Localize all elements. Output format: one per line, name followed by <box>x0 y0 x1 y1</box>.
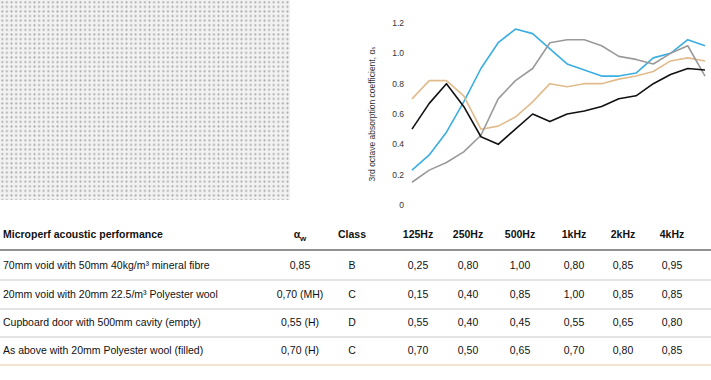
table-cell: 0,85 <box>510 288 531 300</box>
table-header: 250Hz <box>453 228 483 240</box>
table-cell: 0,50 <box>458 344 479 356</box>
page: 3rd octave absorption coefficient, αₛ 0 0.… <box>0 0 711 380</box>
table-cell: 0,95 <box>662 259 683 271</box>
row-rule <box>0 365 711 366</box>
y-tick-label: 0.6 <box>392 109 404 119</box>
series-line <box>412 69 705 145</box>
row-rule <box>0 337 711 338</box>
table-cell: 70mm void with 50mm 40kg/m³ mineral fibr… <box>3 259 210 271</box>
series-line <box>412 29 705 170</box>
table-cell: 0,55 <box>564 316 585 328</box>
table-header: 2kHz <box>611 228 636 240</box>
table-header: αw <box>294 228 307 243</box>
table-cell: 0,65 <box>510 344 531 356</box>
y-tick-label: 1.2 <box>392 18 404 28</box>
table-cell: C <box>348 344 356 356</box>
table-cell: B <box>348 259 355 271</box>
table-cell: 0,40 <box>458 288 479 300</box>
table-cell: 0,70 <box>564 344 585 356</box>
panel-swatch <box>0 0 290 200</box>
series-line <box>412 40 705 183</box>
table-cell: 0,55 <box>408 316 429 328</box>
table-cell: 1,00 <box>510 259 531 271</box>
table-cell: 0,70 <box>408 344 429 356</box>
table-header: Microperf acoustic performance <box>3 228 163 240</box>
table-cell: D <box>348 316 356 328</box>
table-cell: 1,00 <box>564 288 585 300</box>
table-cell: 20mm void with 20mm 22.5/m³ Polyester wo… <box>3 288 218 300</box>
table-cell: 0,15 <box>408 288 429 300</box>
table-header: 125Hz <box>403 228 433 240</box>
table-cell: Cupboard door with 500mm cavity (empty) <box>3 316 201 328</box>
table-header: 500Hz <box>505 228 535 240</box>
y-tick-label: 0.4 <box>392 139 404 149</box>
table-cell: 0,85 <box>613 259 634 271</box>
y-tick-label: 0 <box>399 200 404 210</box>
table-cell: 0,85 <box>290 259 311 271</box>
table-cell: 0,80 <box>613 344 634 356</box>
table-cell: 0,40 <box>458 316 479 328</box>
y-tick-label: 0.2 <box>392 170 404 180</box>
table-cell: 0,85 <box>662 344 683 356</box>
table-cell: 0,80 <box>458 259 479 271</box>
plot-area <box>412 29 705 182</box>
header-sub: w <box>299 234 307 243</box>
table-header: 4kHz <box>660 228 685 240</box>
y-tick-label: 1.0 <box>392 48 404 58</box>
table-cell: C <box>348 288 356 300</box>
table-cell: 0,65 <box>613 316 634 328</box>
row-rule <box>0 280 711 281</box>
table-cell: 0,25 <box>408 259 429 271</box>
table-cell: 0,80 <box>564 259 585 271</box>
header-rule <box>0 250 711 251</box>
table-header: Class <box>338 228 366 240</box>
table-cell: As above with 20mm Polyester wool (fille… <box>3 344 203 356</box>
y-tick-label: 0.8 <box>392 79 404 89</box>
table-cell: 0,85 <box>662 288 683 300</box>
table-cell: 0,85 <box>613 288 634 300</box>
table-header: 1kHz <box>562 228 587 240</box>
table-cell: 0,45 <box>510 316 531 328</box>
table-cell: 0,70 (MH) <box>277 288 324 300</box>
table-cell: 0,55 (H) <box>281 316 319 328</box>
y-axis-label: 3rd octave absorption coefficient, αₛ <box>367 46 377 181</box>
table-cell: 0,80 <box>662 316 683 328</box>
row-rule <box>0 309 711 310</box>
table-cell: 0,70 (H) <box>281 344 319 356</box>
